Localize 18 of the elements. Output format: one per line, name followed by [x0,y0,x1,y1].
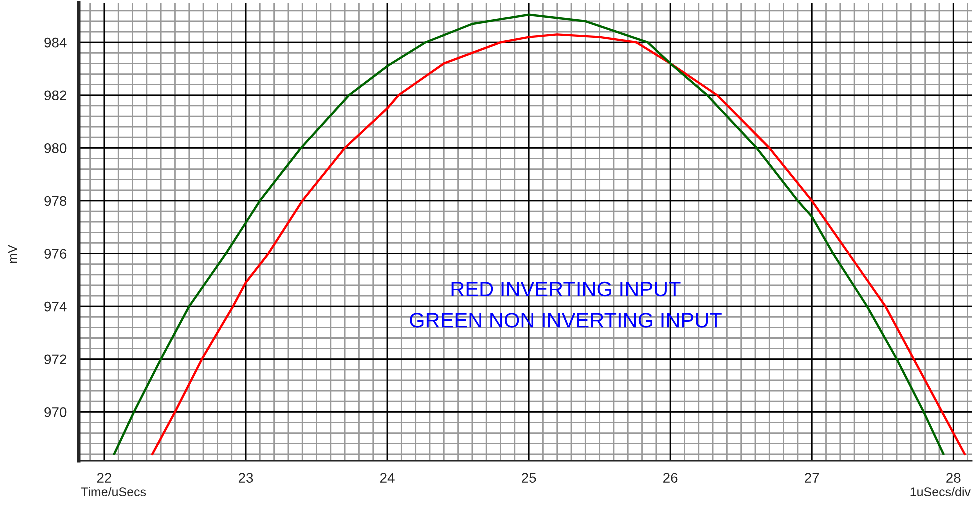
x-axis-title: Time/uSecs [81,487,146,497]
x-tick-label: 28 [946,473,961,484]
x-tick-label: 23 [238,473,254,484]
text: 1uSecs/div [910,487,971,497]
x-tick-label: 25 [522,473,536,484]
x-tick-label: 26 [664,473,678,484]
y-tick-label: 978 [44,196,67,206]
y-tick-label: 982 [44,90,66,101]
y-tick-label: 970 [44,408,67,418]
y-tick-label: 974 [44,302,67,312]
y-tick-label: 976 [44,249,67,259]
y-axis-title: mV [8,245,18,264]
y-tick-label: 980 [44,144,67,154]
x-tick-label: 22 [97,473,112,483]
y-tick-label: 984 [44,38,67,48]
x-tick-label: 27 [805,473,820,483]
x-tick-label: 24 [380,473,395,483]
y-tick-label: 972 [44,354,66,365]
